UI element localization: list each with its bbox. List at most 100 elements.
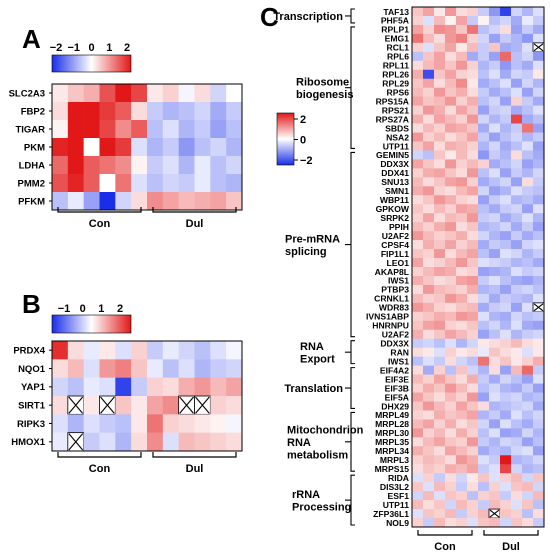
heatmap-cell xyxy=(412,374,424,384)
heatmap-cell xyxy=(423,7,435,17)
heatmap-cell xyxy=(423,159,435,169)
heatmap-cell xyxy=(210,102,227,121)
heatmap-cell xyxy=(500,204,512,214)
row-label: RPS15A xyxy=(376,96,409,106)
heatmap-cell xyxy=(478,374,490,384)
heatmap-cell xyxy=(522,87,534,97)
heatmap-cell xyxy=(423,213,435,223)
heatmap-cell xyxy=(226,396,243,415)
heatmap-cell xyxy=(478,329,490,340)
heatmap-cell xyxy=(445,141,457,151)
heatmap-cell xyxy=(478,518,490,528)
heatmap-cell xyxy=(511,311,523,322)
heatmap-cell xyxy=(456,177,468,187)
heatmap-cell xyxy=(445,240,457,250)
heatmap-cell xyxy=(456,186,468,196)
heatmap-cell xyxy=(467,51,479,62)
heatmap-cell xyxy=(423,96,435,106)
heatmap-cell xyxy=(467,213,479,223)
group-bracket xyxy=(152,207,237,213)
heatmap-cell xyxy=(511,374,523,384)
heatmap-cell xyxy=(467,518,479,528)
heatmap-cell xyxy=(178,192,195,211)
heatmap-cell xyxy=(423,231,435,241)
heatmap-cell xyxy=(456,123,468,133)
heatmap-cell xyxy=(489,455,501,465)
heatmap-cell xyxy=(489,500,501,510)
heatmap-cell xyxy=(533,141,545,151)
heatmap-cell xyxy=(511,473,523,483)
heatmap-cell xyxy=(456,231,468,241)
heatmap-cell xyxy=(456,168,468,178)
heatmap-cell xyxy=(533,275,545,286)
row-label: RIDA xyxy=(388,473,409,483)
heatmap-cell xyxy=(99,359,116,378)
heatmap-cell xyxy=(434,473,446,483)
heatmap-cell xyxy=(178,377,195,397)
heatmap-cell xyxy=(210,341,227,360)
heatmap-cell xyxy=(147,102,164,121)
heatmap-cell xyxy=(423,383,435,393)
heatmap-cell xyxy=(412,69,424,80)
heatmap-cell xyxy=(456,302,468,313)
heatmap-cell xyxy=(533,392,545,402)
heatmap-cell xyxy=(456,329,468,340)
heatmap-cell xyxy=(500,213,512,223)
heatmap-cell xyxy=(67,359,84,378)
heatmap-cell xyxy=(511,168,523,178)
heatmap-cell xyxy=(533,311,545,322)
heatmap-cell xyxy=(522,302,534,313)
heatmap-cell xyxy=(489,518,501,528)
heatmap-cell xyxy=(500,491,512,501)
heatmap-cell xyxy=(423,509,435,519)
heatmap-cell xyxy=(162,377,179,397)
row-label: TIGAR xyxy=(15,124,45,135)
heatmap-cell xyxy=(412,410,424,420)
row-label: DDX3X xyxy=(380,159,409,169)
heatmap-cell xyxy=(434,491,446,501)
heatmap-cell xyxy=(533,150,545,160)
heatmap-cell xyxy=(131,84,148,103)
heatmap-cell xyxy=(522,222,534,232)
heatmap-cell xyxy=(467,383,479,393)
heatmap-cell xyxy=(445,60,457,71)
heatmap-cell xyxy=(456,464,468,474)
heatmap-cell xyxy=(83,192,100,211)
heatmap-cell xyxy=(445,446,457,456)
heatmap-cell xyxy=(500,33,512,44)
heatmap-cell xyxy=(456,374,468,384)
heatmap-cell xyxy=(456,509,468,519)
heatmap-cell xyxy=(147,174,164,193)
heatmap-cell xyxy=(467,186,479,196)
row-label: EIF5A xyxy=(385,392,409,402)
heatmap-cell xyxy=(489,437,501,447)
heatmap-cell xyxy=(522,150,534,160)
panel-a: A −2 −1 0 1 2 SLC2A3 FBP2 TIGAR PKM LDHA PMM2 PFKM… xyxy=(9,24,243,230)
heatmap-cell xyxy=(412,275,424,286)
heatmap-cell xyxy=(83,174,100,193)
heatmap-cell xyxy=(522,473,534,483)
row-label: HNRNPU xyxy=(372,321,409,331)
heatmap-cell xyxy=(434,464,446,474)
heatmap-cell xyxy=(423,267,435,277)
heatmap-cell xyxy=(423,141,435,151)
heatmap-cell xyxy=(434,428,446,438)
heatmap-cell xyxy=(423,275,435,286)
heatmap-cell xyxy=(489,401,501,411)
heatmap-cell xyxy=(478,249,490,259)
heatmap-cell xyxy=(533,7,545,17)
heatmap-cell xyxy=(412,96,424,106)
heatmap-cell xyxy=(194,84,211,103)
heatmap-cell xyxy=(489,204,501,214)
heatmap-cell xyxy=(511,159,523,169)
heatmap-cell xyxy=(456,275,468,286)
heatmap-cell xyxy=(423,284,435,295)
heatmap-cell xyxy=(162,432,179,452)
row-label: ZFP36L1 xyxy=(373,509,409,519)
row-label: TAF13 xyxy=(383,7,409,17)
heatmap-cell xyxy=(162,396,179,415)
heatmap-cell xyxy=(478,392,490,402)
heatmap-cell xyxy=(511,150,523,160)
category-bracket xyxy=(350,340,355,365)
heatmap-cell xyxy=(423,419,435,429)
